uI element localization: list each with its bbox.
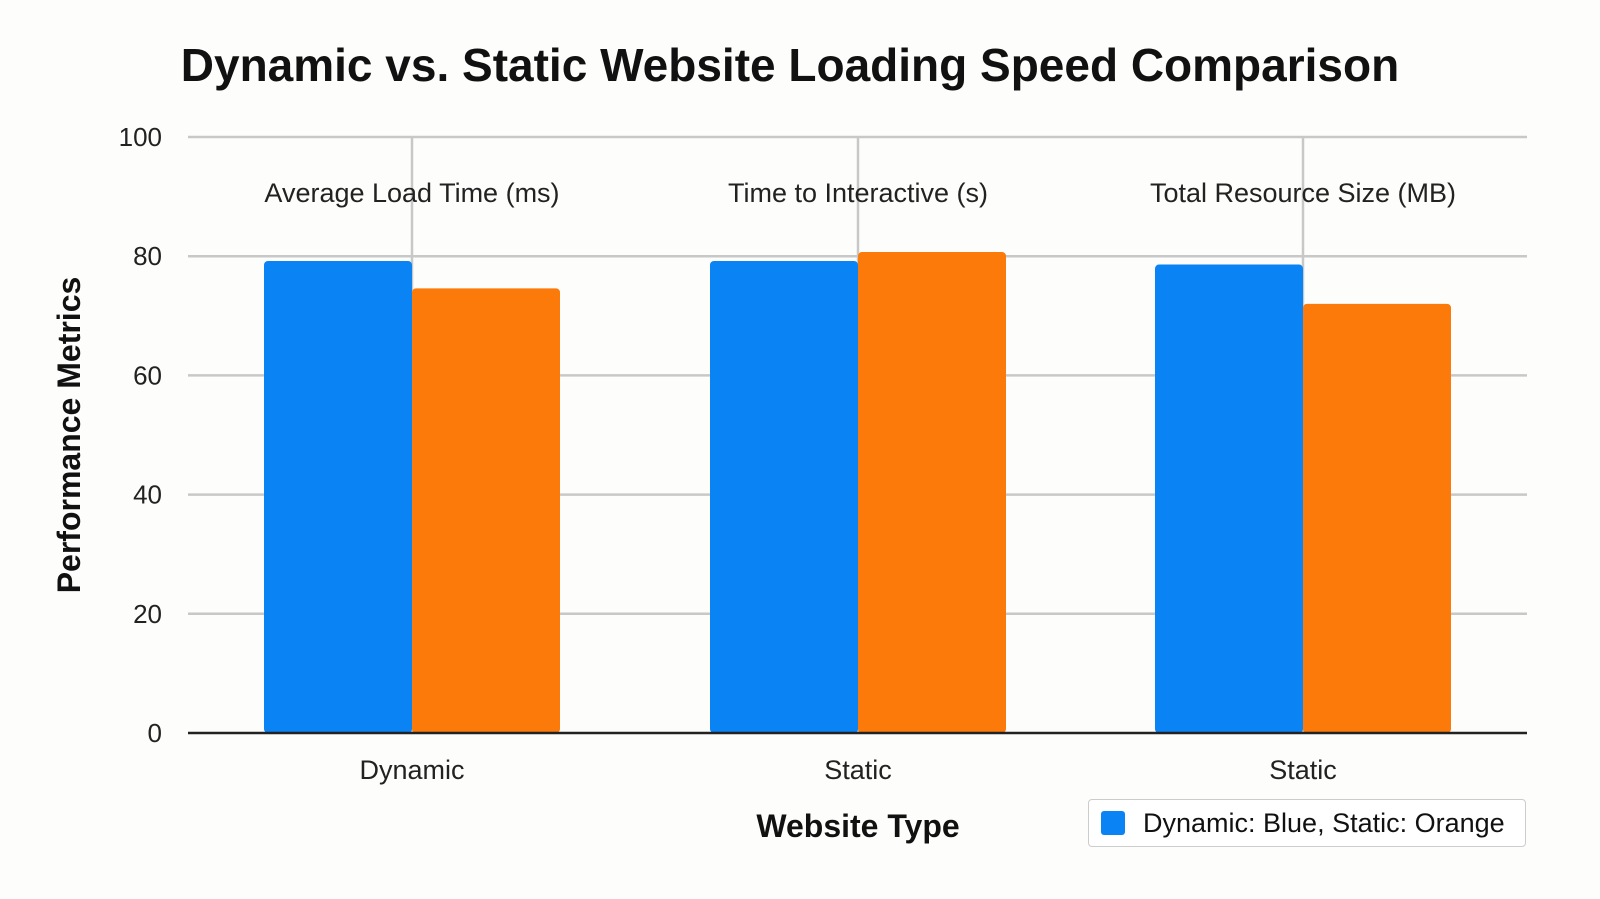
x-tick-label: Static	[824, 755, 892, 785]
group-label: Time to Interactive (s)	[728, 178, 988, 208]
y-tick-label: 0	[148, 718, 162, 748]
legend-swatch	[1101, 811, 1125, 835]
y-tick-label: 80	[133, 241, 162, 271]
bar	[264, 260, 412, 733]
x-axis-title: Website Type	[756, 808, 959, 844]
x-tick-label: Dynamic	[359, 755, 464, 785]
bar	[1155, 264, 1303, 733]
chart-title: Dynamic vs. Static Website Loading Speed…	[180, 39, 1400, 91]
y-tick-label: 40	[133, 480, 162, 510]
y-tick-label: 20	[133, 599, 162, 629]
x-tick-label: Static	[1269, 755, 1337, 785]
legend: Dynamic: Blue, Static: Orange	[1088, 799, 1526, 847]
y-tick-label: 60	[133, 360, 162, 390]
y-axis-title: Performance Metrics	[51, 277, 87, 594]
y-tick-label: 100	[119, 122, 162, 152]
legend-label: Dynamic: Blue, Static: Orange	[1143, 807, 1505, 838]
group-label: Average Load Time (ms)	[264, 178, 559, 208]
bar	[1303, 303, 1451, 733]
group-label: Total Resource Size (MB)	[1150, 178, 1456, 208]
bar	[710, 260, 858, 733]
bar	[412, 288, 560, 733]
bar	[858, 252, 1006, 733]
